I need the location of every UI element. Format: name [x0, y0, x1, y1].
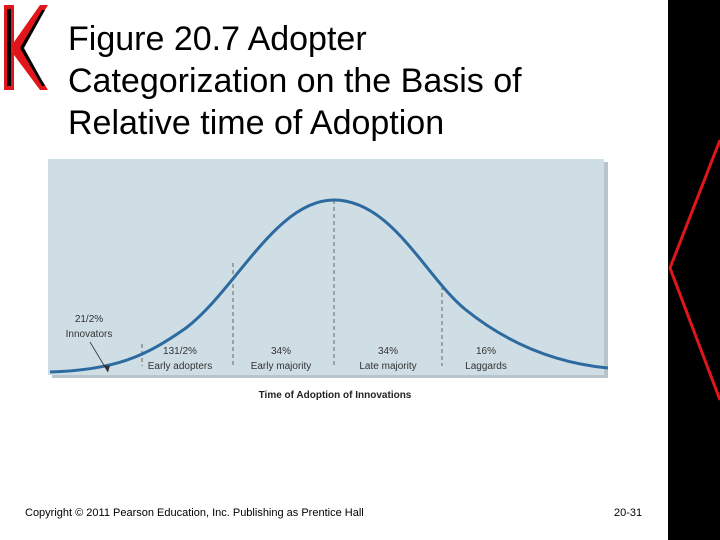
copyright-text: Copyright © 2011 Pearson Education, Inc.… [25, 507, 364, 519]
figure-caption: Time of Adoption of Innovations [258, 390, 412, 401]
late-majority-percent: 34% [378, 346, 398, 357]
title-line-1: Figure 20.7 Adopter [68, 20, 367, 58]
early-majority-percent: 34% [271, 346, 291, 357]
laggards-percent: 16% [476, 346, 496, 357]
slide-title: Figure 20.7 Adopter Categorization on th… [68, 18, 658, 144]
bell-curve [49, 198, 609, 374]
sidebar-decoration [668, 0, 720, 540]
title-line-3: Relative time of Adoption [68, 104, 445, 142]
early-adopters-percent: 131/2% [163, 346, 197, 357]
page-number: 20-31 [614, 507, 643, 519]
title-line-2: Categorization on the Basis of [68, 62, 522, 100]
pointer-arrowhead-icon [104, 365, 110, 372]
adoption-curve-figure: 21/2% Innovators 131/2% Early adopters 3… [48, 159, 609, 378]
figure-panel [48, 159, 604, 375]
innovators-percent: 21/2% [75, 314, 103, 325]
late-majority-label: Late majority [359, 361, 416, 372]
early-adopters-label: Early adopters [148, 361, 212, 372]
early-majority-label: Early majority [251, 361, 312, 372]
innovators-pointer [89, 341, 109, 373]
laggards-label: Laggards [465, 361, 507, 372]
innovators-label: Innovators [66, 329, 113, 340]
logo-k-icon [0, 0, 50, 95]
